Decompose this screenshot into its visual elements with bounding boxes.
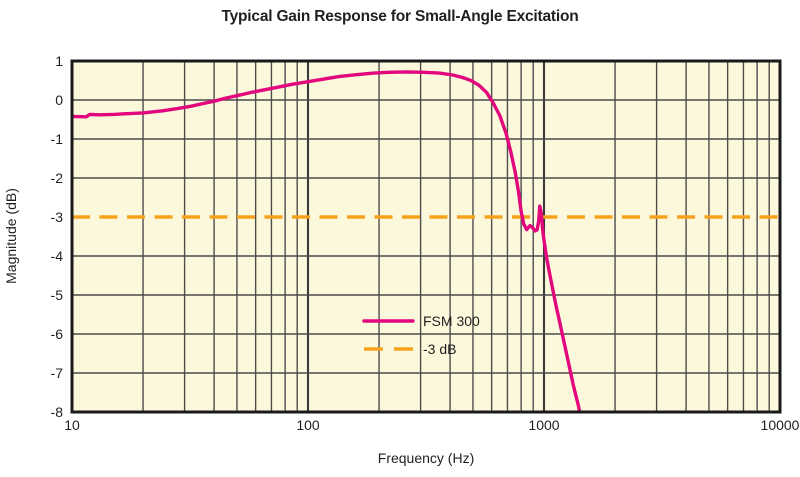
chart-title: Typical Gain Response for Small-Angle Ex… xyxy=(221,8,578,25)
plot-background xyxy=(72,61,780,412)
y-tick-label: -4 xyxy=(51,248,64,264)
fsm300-curve xyxy=(72,70,582,412)
y-tick-label: -3 xyxy=(51,209,64,225)
x-tick-label: 10 xyxy=(64,417,80,433)
x-tick-label: 10000 xyxy=(761,417,800,433)
y-tick-label: -1 xyxy=(51,131,64,147)
y-tick-label: 0 xyxy=(55,92,63,108)
y-tick-label: -7 xyxy=(51,365,64,381)
legend-label-fsm300: FSM 300 xyxy=(423,313,480,329)
x-tick-label: 100 xyxy=(296,417,320,433)
y-tick-label: -8 xyxy=(51,404,64,420)
y-tick-label: -5 xyxy=(51,287,64,303)
y-tick-label: 1 xyxy=(55,53,63,69)
plot-area xyxy=(72,61,780,412)
x-axis-label: Frequency (Hz) xyxy=(378,450,474,466)
plot-border xyxy=(70,59,782,414)
plot-frame xyxy=(70,59,782,414)
legend: FSM 300 -3 dB xyxy=(362,313,480,357)
x-tick-label: 1000 xyxy=(528,417,559,433)
legend-label-minus3db: -3 dB xyxy=(423,341,456,357)
grid-lines xyxy=(72,61,780,412)
y-tick-label: -6 xyxy=(51,326,64,342)
axis-ticks: 10-1-2-3-4-5-6-7-810 100 1000 10000 xyxy=(51,53,800,433)
y-axis-label: Magnitude (dB) xyxy=(3,188,19,284)
curve-series xyxy=(72,70,780,412)
y-tick-label: -2 xyxy=(51,170,64,186)
